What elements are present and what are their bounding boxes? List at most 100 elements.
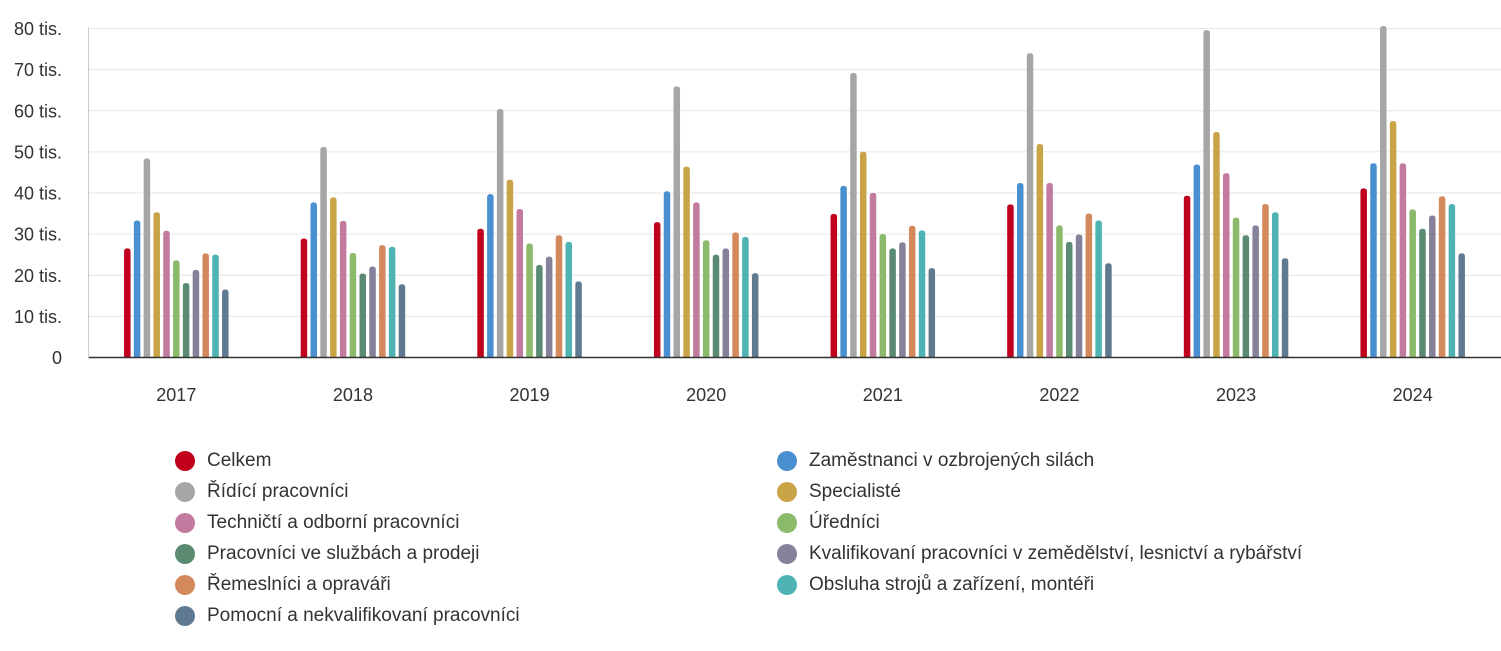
bar[interactable]	[1262, 204, 1269, 357]
bar[interactable]	[359, 273, 366, 357]
bar[interactable]	[702, 240, 710, 357]
bar[interactable]	[653, 222, 661, 357]
bar[interactable]	[545, 256, 553, 357]
bar[interactable]	[565, 241, 573, 357]
bar[interactable]	[133, 220, 141, 357]
bar[interactable]	[1036, 143, 1044, 357]
bar[interactable]	[487, 194, 494, 357]
bar[interactable]	[192, 269, 200, 357]
bar[interactable]	[712, 254, 720, 357]
bar[interactable]	[575, 281, 582, 357]
legend-item[interactable]: Řídící pracovníci	[175, 477, 349, 507]
bar[interactable]	[536, 264, 543, 357]
legend-color-dot	[175, 451, 195, 471]
legend-item[interactable]: Techničtí a odborní pracovníci	[175, 508, 459, 538]
bar[interactable]	[1380, 25, 1387, 357]
bar[interactable]	[1272, 212, 1279, 357]
bar[interactable]	[1399, 163, 1407, 357]
bar[interactable]	[516, 208, 524, 357]
bar[interactable]	[1232, 217, 1240, 357]
legend-item[interactable]: Řemeslníci a opraváři	[175, 570, 391, 600]
bar[interactable]	[526, 243, 533, 357]
bar[interactable]	[1419, 228, 1426, 357]
bar[interactable]	[732, 232, 739, 357]
bar[interactable]	[673, 86, 681, 358]
bar[interactable]	[683, 166, 690, 357]
bar[interactable]	[1448, 204, 1456, 357]
bar[interactable]	[339, 220, 347, 357]
bar[interactable]	[398, 284, 406, 357]
legend-item[interactable]: Celkem	[175, 446, 271, 476]
bar[interactable]	[1360, 188, 1367, 357]
bar[interactable]	[859, 151, 867, 357]
legend-item[interactable]: Zaměstnanci v ozbrojených silách	[777, 446, 1094, 476]
bar[interactable]	[1223, 173, 1230, 357]
bar[interactable]	[840, 185, 847, 357]
bar[interactable]	[1016, 183, 1024, 357]
bar[interactable]	[506, 179, 514, 357]
bar[interactable]	[1105, 263, 1112, 357]
bar[interactable]	[899, 242, 906, 357]
bar[interactable]	[1429, 215, 1436, 357]
bar[interactable]	[1370, 163, 1377, 357]
bar[interactable]	[830, 213, 838, 357]
bar[interactable]	[320, 146, 327, 357]
legend-item[interactable]: Specialisté	[777, 477, 901, 507]
bar[interactable]	[182, 282, 190, 357]
bar[interactable]	[879, 234, 887, 357]
bar[interactable]	[143, 158, 151, 357]
bar[interactable]	[869, 192, 877, 357]
bar[interactable]	[1183, 195, 1191, 357]
bar[interactable]	[222, 289, 229, 357]
bar[interactable]	[1046, 183, 1053, 357]
bar[interactable]	[349, 252, 357, 357]
bar[interactable]	[388, 246, 396, 357]
legend-item[interactable]: Pracovníci ve službách a prodeji	[175, 539, 479, 569]
bar[interactable]	[555, 235, 563, 357]
bar[interactable]	[918, 230, 926, 357]
bar[interactable]	[1389, 120, 1397, 357]
bar[interactable]	[1193, 164, 1201, 357]
bar[interactable]	[1252, 225, 1259, 357]
legend-item[interactable]: Kvalifikovaní pracovníci v zemědělství, …	[777, 539, 1302, 569]
bar[interactable]	[1026, 53, 1034, 358]
bar[interactable]	[908, 225, 916, 357]
bar[interactable]	[693, 202, 700, 357]
bar[interactable]	[1065, 241, 1073, 357]
bar[interactable]	[330, 197, 337, 357]
bar[interactable]	[1438, 196, 1446, 357]
bar[interactable]	[496, 109, 504, 357]
bar[interactable]	[163, 230, 170, 357]
bar[interactable]	[889, 248, 896, 357]
bar[interactable]	[742, 236, 749, 357]
bar[interactable]	[1213, 132, 1220, 357]
bar[interactable]	[1281, 258, 1289, 357]
bar[interactable]	[1095, 220, 1102, 357]
bar[interactable]	[300, 238, 308, 357]
bar[interactable]	[663, 191, 671, 357]
bar[interactable]	[1007, 204, 1014, 357]
bar[interactable]	[850, 72, 857, 358]
bar[interactable]	[153, 212, 160, 357]
legend-item[interactable]: Pomocní a nekvalifikovaní pracovníci	[175, 601, 520, 631]
bar[interactable]	[1203, 30, 1210, 358]
bar[interactable]	[1075, 234, 1083, 357]
bar[interactable]	[379, 245, 386, 357]
bar[interactable]	[1085, 213, 1093, 357]
legend-item[interactable]: Úředníci	[777, 508, 880, 538]
bar[interactable]	[928, 268, 936, 357]
bar[interactable]	[722, 248, 730, 357]
bar[interactable]	[751, 273, 759, 357]
legend-item[interactable]: Obsluha strojů a zařízení, montéři	[777, 570, 1094, 600]
bar[interactable]	[1409, 209, 1416, 357]
bar[interactable]	[310, 202, 317, 357]
bar[interactable]	[477, 228, 484, 357]
bar[interactable]	[369, 266, 376, 357]
bar[interactable]	[1458, 253, 1465, 357]
bar[interactable]	[1056, 225, 1063, 357]
bar[interactable]	[212, 254, 219, 357]
bar[interactable]	[1242, 235, 1250, 357]
bar[interactable]	[124, 248, 131, 357]
bar[interactable]	[173, 260, 180, 357]
bar[interactable]	[202, 253, 209, 357]
